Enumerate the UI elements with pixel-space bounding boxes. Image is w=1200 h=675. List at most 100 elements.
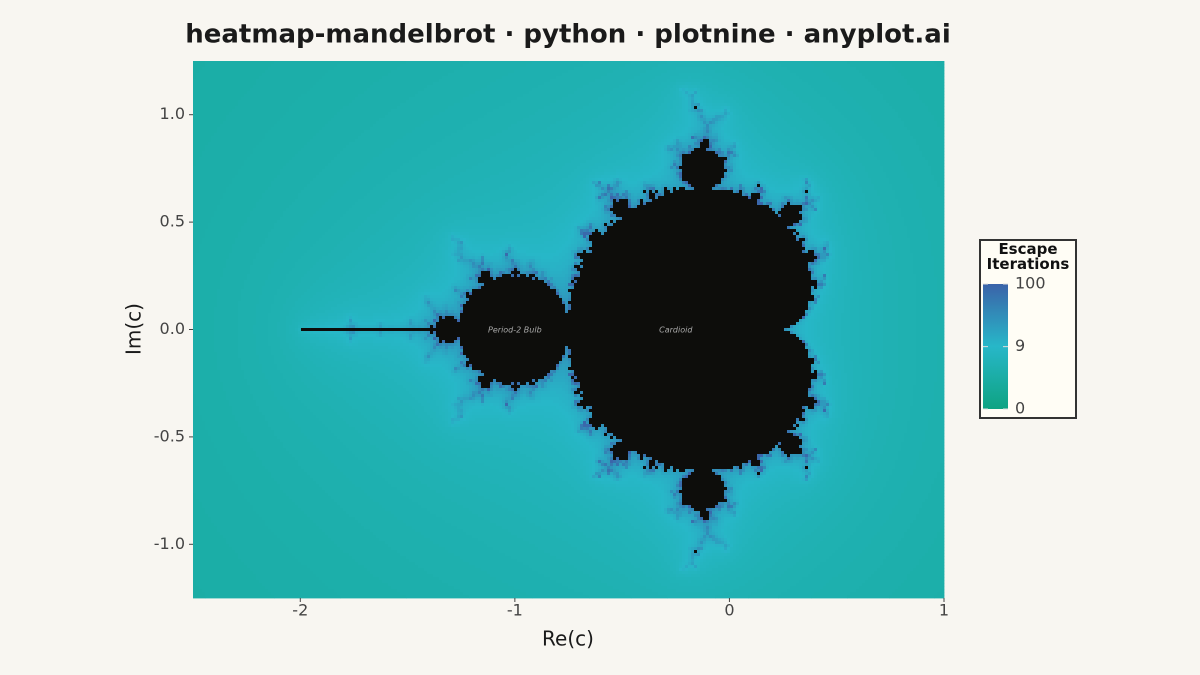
heatmap-cell: [808, 172, 815, 176]
heatmap-cell: [703, 97, 707, 101]
heatmap-cell: [727, 121, 731, 125]
heatmap-cell: [784, 328, 788, 332]
heatmap-cell: [724, 82, 743, 86]
heatmap-cell: [286, 274, 305, 278]
heatmap-cell: [268, 331, 278, 335]
heatmap-cell: [736, 151, 740, 155]
heatmap-cell: [802, 178, 806, 182]
heatmap-cell: [823, 268, 827, 272]
heatmap-cell: [268, 274, 287, 278]
heatmap-cell: [847, 223, 854, 227]
heatmap-cell: [559, 241, 566, 245]
heatmap-cell: [562, 238, 569, 242]
heatmap-cell: [871, 337, 884, 341]
heatmap-cell: [568, 262, 572, 266]
heatmap-cell: [514, 256, 518, 260]
heatmap-cell: [868, 250, 881, 254]
heatmap-cell: [682, 100, 686, 104]
heatmap-cell: [607, 205, 611, 209]
heatmap-cell: [526, 175, 551, 179]
heatmap-cell: [727, 163, 731, 167]
heatmap-cell: [460, 310, 464, 314]
heatmap-cell: [454, 286, 458, 290]
heatmap-cell: [745, 154, 749, 158]
heatmap-cell: [655, 187, 659, 191]
heatmap-cell: [721, 115, 725, 119]
heatmap-cell: [451, 292, 455, 296]
heatmap-cell: [817, 244, 821, 248]
heatmap-cell: [373, 316, 395, 320]
heatmap-cell: [850, 310, 860, 314]
heatmap-cell: [601, 76, 635, 80]
heatmap-cell: [688, 127, 692, 131]
heatmap-cell: [808, 196, 815, 200]
heatmap-cell: [214, 319, 239, 323]
heatmap-cell: [730, 166, 734, 170]
heatmap-cell: [742, 193, 746, 197]
heatmap-cell: [352, 205, 383, 209]
heatmap-cell: [484, 139, 527, 143]
heatmap-cell: [772, 202, 776, 206]
heatmap-cell: [193, 73, 197, 77]
heatmap-cell: [643, 124, 653, 128]
heatmap-cell: [469, 241, 473, 245]
heatmap-cell: [403, 304, 410, 308]
heatmap-cell: [217, 127, 272, 131]
heatmap-cell: [712, 130, 716, 134]
heatmap-cell: [346, 313, 350, 317]
heatmap-cell: [592, 205, 596, 209]
heatmap-cell: [310, 322, 317, 326]
heatmap-cell: [388, 73, 449, 77]
heatmap-cell: [736, 160, 740, 164]
heatmap-cell: [625, 187, 632, 191]
heatmap-cell: [664, 187, 668, 191]
heatmap-cell: [814, 277, 818, 281]
heatmap-cell: [673, 133, 680, 137]
heatmap-cell: [550, 175, 569, 179]
heatmap-cell: [859, 253, 869, 257]
heatmap-cell: [550, 124, 584, 128]
heatmap-cell: [865, 229, 878, 233]
heatmap-cell: [508, 250, 512, 254]
heatmap-cell: [841, 253, 848, 257]
heatmap-cell: [574, 271, 578, 275]
heatmap-cell: [658, 127, 668, 131]
heatmap-cell: [529, 136, 563, 140]
heatmap-cell: [376, 232, 398, 236]
heatmap-cell: [943, 202, 945, 206]
heatmap-cell: [739, 148, 743, 152]
heatmap-cell: [832, 259, 836, 263]
heatmap-cell: [589, 148, 608, 152]
heatmap-cell: [193, 115, 227, 119]
heatmap-cell: [742, 163, 746, 167]
heatmap-cell: [457, 346, 461, 350]
heatmap-cell: [568, 256, 572, 260]
heatmap-cell: [562, 256, 569, 260]
heatmap-cell: [526, 259, 530, 263]
heatmap-cell: [727, 112, 731, 116]
heatmap-cell: [298, 259, 320, 263]
heatmap-cell: [784, 154, 800, 158]
heatmap-cell: [808, 313, 812, 317]
heatmap-cell: [817, 250, 821, 254]
heatmap-cell: [871, 115, 899, 119]
heatmap-cell: [583, 265, 809, 269]
heatmap-cell: [619, 67, 653, 71]
heatmap-cell: [706, 136, 710, 140]
heatmap-cell: [589, 193, 593, 197]
heatmap-cell: [865, 109, 896, 113]
heatmap-cell: [301, 94, 359, 98]
heatmap-cell: [685, 151, 689, 155]
heatmap-cell: [436, 277, 443, 281]
heatmap-cell: [193, 166, 242, 170]
heatmap-cell: [922, 154, 945, 158]
heatmap-cell: [385, 259, 401, 263]
heatmap-cell: [571, 262, 575, 266]
heatmap-cell: [721, 184, 725, 188]
heatmap-cell: [853, 253, 860, 257]
heatmap-cell: [733, 109, 737, 113]
heatmap-cell: [838, 292, 845, 296]
heatmap-cell: [448, 232, 452, 236]
heatmap-cell: [739, 136, 743, 140]
heatmap-cell: [802, 223, 806, 227]
